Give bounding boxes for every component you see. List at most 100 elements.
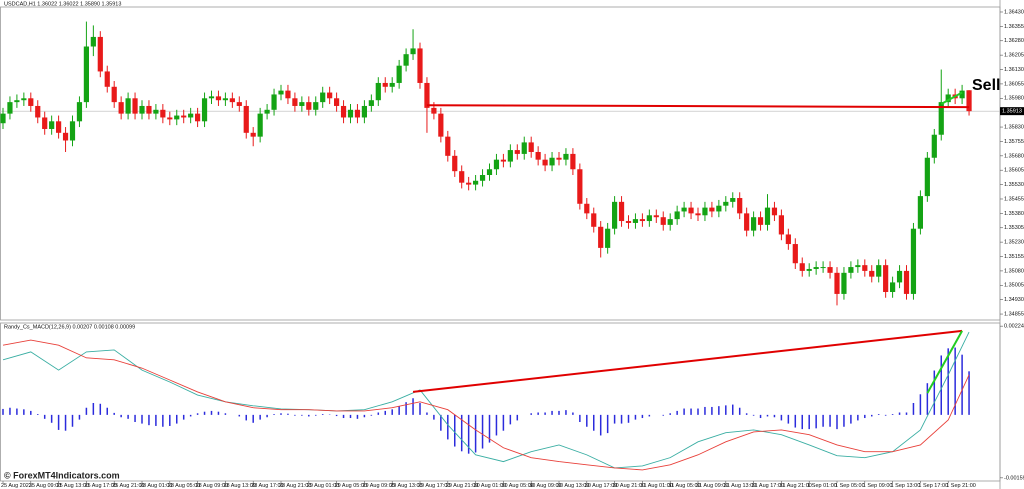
histogram-bar	[9, 407, 11, 415]
candle-body	[35, 105, 41, 118]
candle-body	[292, 98, 298, 106]
histogram-bar	[370, 414, 373, 416]
histogram-bar	[773, 414, 776, 418]
candle-body	[834, 272, 840, 294]
histogram-bar	[280, 413, 282, 415]
candle-body	[660, 217, 666, 225]
histogram-bar	[627, 414, 630, 423]
trendline	[426, 104, 970, 109]
candle-body	[938, 102, 944, 135]
candle-body	[21, 98, 27, 101]
x-tick-label: 28 Aug 21:00	[279, 483, 311, 489]
y-tick-label: 1.34930	[1004, 297, 1024, 303]
histogram-bar	[37, 414, 39, 415]
x-tick-label: 29 Aug 09:00	[362, 483, 394, 489]
histogram-bar	[641, 414, 644, 419]
candle-body	[792, 244, 798, 264]
x-tick-label: 1 Sep 17:00	[918, 483, 948, 489]
histogram-bar	[308, 414, 310, 417]
trendline	[940, 91, 963, 105]
histogram-bar	[530, 413, 532, 415]
y-tick-label: 1.35230	[1004, 240, 1024, 246]
candle-body	[160, 109, 166, 118]
candle-body	[201, 98, 208, 122]
histogram-bar	[919, 394, 922, 415]
candle-body	[111, 86, 117, 103]
candle-body	[751, 217, 757, 231]
x-tick-label: 25 Aug 2023	[1, 483, 32, 489]
histogram-bar	[599, 414, 602, 436]
histogram-bar	[315, 414, 317, 416]
candle-body	[229, 98, 235, 103]
candle-body	[327, 92, 333, 99]
candle-body	[62, 132, 69, 141]
histogram-bar	[697, 408, 699, 415]
histogram-bar	[189, 414, 192, 417]
histogram-bar	[558, 410, 560, 415]
candle-body	[264, 109, 270, 114]
histogram-bar	[843, 414, 845, 427]
candle-body	[445, 136, 451, 156]
x-tick-label: 30 Aug 05:00	[501, 483, 533, 489]
candle-body	[764, 207, 771, 225]
histogram-bar	[377, 412, 380, 415]
candle-body	[591, 213, 597, 227]
histogram-bar	[148, 414, 150, 426]
macd-line	[2, 339, 970, 471]
histogram-bar	[92, 402, 95, 415]
y-tick-label: 1.35005	[1004, 283, 1024, 289]
candle-body	[618, 201, 625, 222]
histogram-bar	[544, 412, 546, 415]
histogram-bar	[725, 405, 727, 415]
histogram-bar	[196, 413, 199, 415]
histogram-bar	[182, 414, 185, 420]
price-title: USDCAD,H1 1.36022 1.36022 1.35890 1.3591…	[4, 1, 121, 7]
candle-body	[42, 117, 48, 129]
y-tick-label: 1.35605	[1004, 168, 1024, 174]
candle-body	[90, 36, 96, 47]
candle-body	[757, 217, 764, 225]
candle-body	[438, 113, 444, 137]
candle-body	[424, 82, 430, 108]
histogram-bar	[481, 414, 484, 449]
histogram-bar	[871, 414, 873, 417]
histogram-bar	[99, 403, 102, 415]
candle-body	[862, 265, 868, 271]
candle-body	[799, 263, 805, 271]
histogram-bar	[745, 413, 748, 415]
histogram-bar	[301, 414, 303, 416]
candle-body	[181, 115, 187, 118]
macd-title: Randy_Cs_MACD(12,26,9) 0.00207 0.00108 0…	[4, 324, 135, 330]
histogram-bar	[398, 406, 400, 415]
histogram-bar	[16, 408, 18, 415]
histogram-bar	[412, 398, 414, 415]
candle-body	[459, 171, 465, 183]
histogram-bar	[162, 414, 164, 427]
histogram-bar	[134, 414, 136, 422]
x-tick-label: 28 Aug 01:00	[140, 483, 172, 489]
histogram-bar	[662, 414, 664, 416]
candle-body	[584, 203, 590, 214]
candle-body	[368, 100, 374, 106]
x-tick-label: 1 Sep 01:00	[807, 483, 837, 489]
candle-body	[7, 102, 13, 114]
histogram-bar	[419, 402, 421, 415]
histogram-bar	[759, 414, 762, 419]
candle-body	[563, 153, 569, 160]
candle-body	[813, 267, 819, 269]
histogram-bar	[822, 414, 824, 427]
candle-body	[195, 113, 201, 122]
x-tick-label: 25 Aug 13:00	[57, 483, 89, 489]
y-tick-label: 1.35155	[1004, 254, 1024, 260]
candle-body	[97, 36, 103, 72]
histogram-bar	[57, 414, 60, 430]
y-tick-label: 1.35305	[1004, 225, 1024, 231]
candle-body	[118, 102, 124, 114]
histogram-bar	[127, 414, 129, 419]
candle-body	[493, 159, 500, 170]
histogram-bar	[141, 414, 143, 424]
x-tick-label: 29 Aug 21:00	[446, 483, 478, 489]
histogram-bar	[565, 410, 567, 415]
candle-body	[354, 109, 361, 118]
